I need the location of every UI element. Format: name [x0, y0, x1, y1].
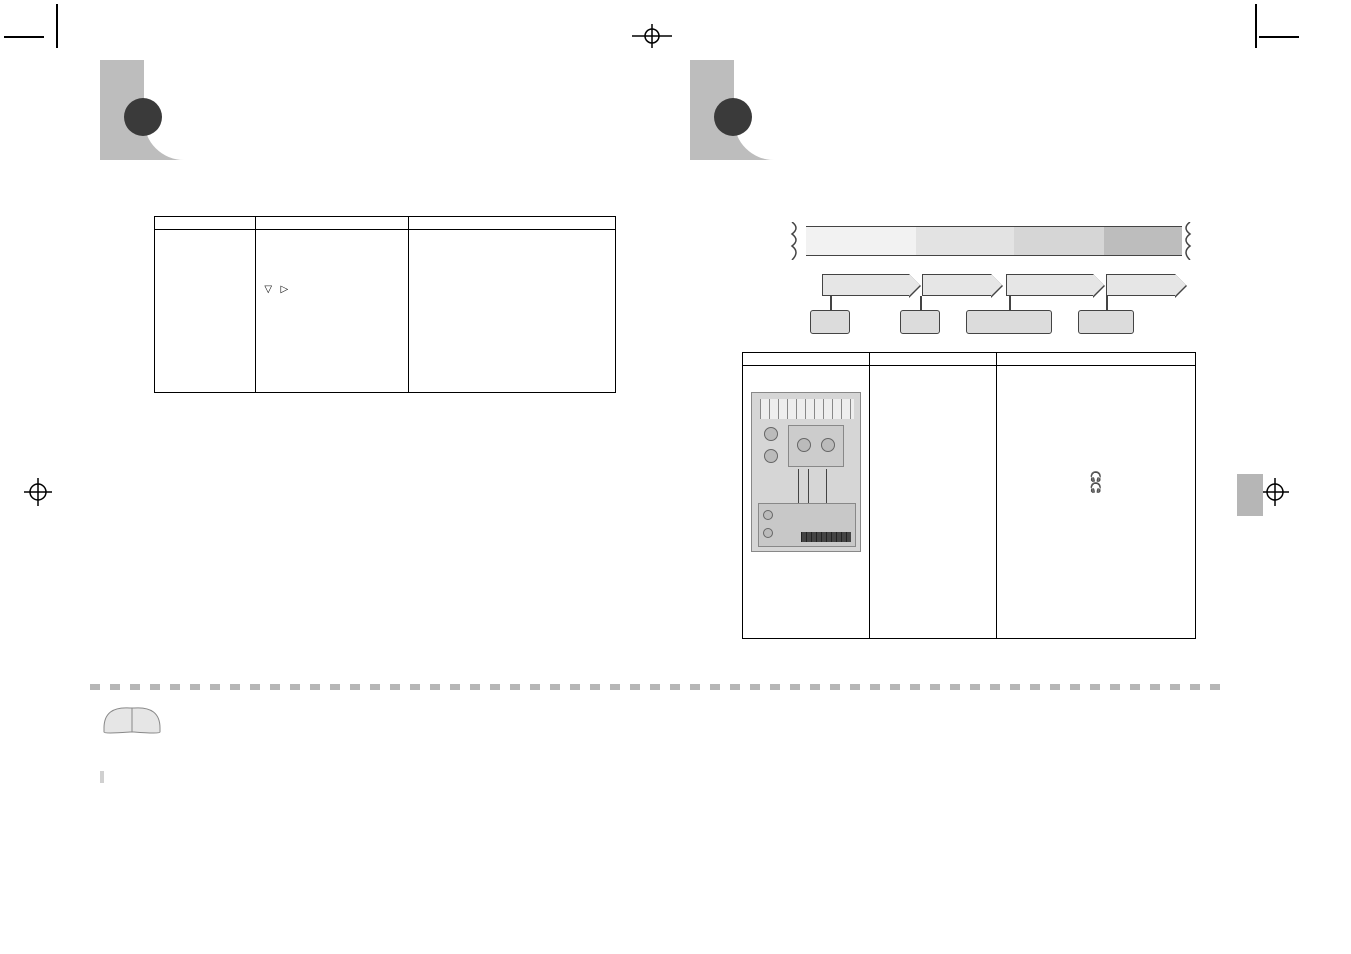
- cell-diagram: [743, 366, 870, 639]
- cell: [870, 366, 997, 639]
- strip-box: [966, 310, 1052, 334]
- strip-box: [810, 310, 850, 334]
- table-header: [155, 217, 256, 230]
- crop-mark: [4, 36, 44, 38]
- device-aux-module: [758, 503, 856, 547]
- process-strip-diagram: [782, 226, 1196, 336]
- table-header: [870, 353, 997, 366]
- connector-line: [1009, 296, 1011, 310]
- section-badge-right: [690, 60, 770, 160]
- footer-line: [100, 770, 620, 786]
- device-diagram: [751, 392, 861, 552]
- device-knob: [764, 449, 778, 463]
- cell: 🎧 🎧: [996, 366, 1195, 639]
- registration-mark-top-icon: [632, 24, 672, 48]
- headphone-icons: 🎧 🎧: [1005, 472, 1187, 494]
- device-knob: [797, 438, 811, 452]
- strip-band: [1014, 226, 1104, 256]
- triangle-down-icon: ▽: [264, 284, 272, 295]
- strip-box: [1078, 310, 1134, 334]
- wire: [826, 469, 827, 503]
- device-terminal-block: [760, 399, 854, 419]
- registration-mark-right-icon: [1261, 478, 1289, 506]
- table-header-row: [743, 353, 1196, 366]
- strip-chevron: [922, 274, 992, 296]
- table-header: [743, 353, 870, 366]
- strip-box: [900, 310, 940, 334]
- table-header: [996, 353, 1195, 366]
- procedure-table: ▽ ▷: [154, 216, 616, 393]
- table-row: 🎧 🎧: [743, 366, 1196, 639]
- table-row: ▽ ▷: [155, 230, 616, 393]
- connector-line: [920, 296, 922, 310]
- connector-line: [1106, 296, 1108, 310]
- torn-edge-left-icon: [790, 222, 804, 260]
- crop-mark: [1259, 36, 1299, 38]
- connection-table: 🎧 🎧: [742, 352, 1196, 639]
- highlighted-text: [100, 771, 104, 783]
- strip-chevron: [1106, 274, 1176, 296]
- cell: [408, 230, 615, 393]
- registration-mark-left-icon: [24, 478, 52, 506]
- headphones-icon: 🎧: [1090, 483, 1102, 494]
- strip-band: [806, 226, 916, 256]
- wire: [798, 469, 799, 503]
- triangle-right-icon: ▷: [280, 284, 288, 295]
- dotted-separator: [90, 684, 1220, 690]
- crop-mark: [56, 4, 58, 48]
- cell: [155, 230, 256, 393]
- device-subpanel: [788, 425, 844, 467]
- table-header-row: [155, 217, 616, 230]
- book-icon: [100, 700, 164, 740]
- footer-note: [100, 740, 620, 786]
- device-knob: [764, 427, 778, 441]
- headphones-icon: 🎧: [1090, 472, 1102, 483]
- crop-mark: [1255, 4, 1257, 48]
- table-header: [408, 217, 615, 230]
- cell: ▽ ▷: [256, 230, 408, 393]
- connector-line: [830, 296, 832, 310]
- device-knob: [821, 438, 835, 452]
- strip-chevron: [1006, 274, 1094, 296]
- section-badge-left: [100, 60, 180, 160]
- nav-icons: ▽ ▷: [264, 284, 399, 295]
- side-tab: [1237, 474, 1263, 516]
- strip-band: [916, 226, 1014, 256]
- strip-band: [1104, 226, 1182, 256]
- strip-chevron: [822, 274, 910, 296]
- table-header: [256, 217, 408, 230]
